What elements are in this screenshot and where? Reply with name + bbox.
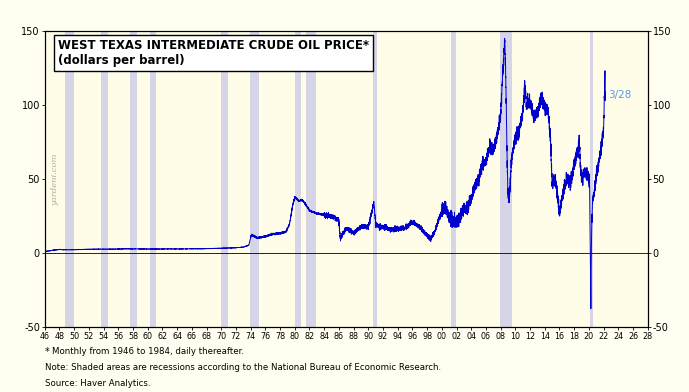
Bar xyxy=(130,31,137,327)
Text: 3/28: 3/28 xyxy=(608,90,631,100)
Text: WEST TEXAS INTERMEDIATE CRUDE OIL PRICE*
(dollars per barrel): WEST TEXAS INTERMEDIATE CRUDE OIL PRICE*… xyxy=(58,39,369,67)
Bar xyxy=(373,31,377,327)
Bar xyxy=(65,31,74,327)
Bar xyxy=(306,31,316,327)
Bar xyxy=(451,31,455,327)
Text: Source: Haver Analytics.: Source: Haver Analytics. xyxy=(45,379,150,388)
Bar xyxy=(150,31,156,327)
Bar xyxy=(101,31,108,327)
Text: *: * xyxy=(45,347,50,357)
Text: yardeni.com: yardeni.com xyxy=(52,153,60,205)
Bar xyxy=(296,31,300,327)
Text: Monthly from 1946 to 1984, daily thereafter.: Monthly from 1946 to 1984, daily thereaf… xyxy=(52,347,244,356)
Bar xyxy=(590,31,593,327)
Text: Note: Shaded areas are recessions according to the National Bureau of Economic R: Note: Shaded areas are recessions accord… xyxy=(45,363,441,372)
Bar xyxy=(220,31,228,327)
Bar xyxy=(250,31,260,327)
Bar xyxy=(500,31,512,327)
